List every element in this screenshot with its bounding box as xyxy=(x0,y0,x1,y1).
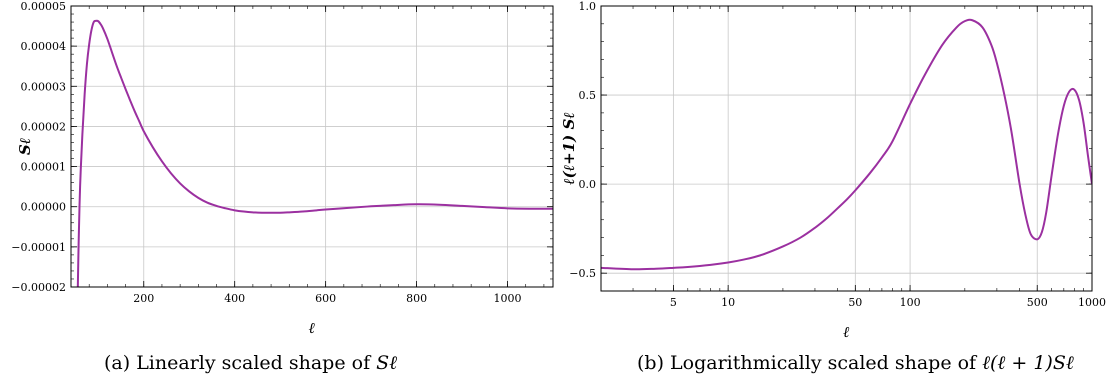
y-tick-label: 0.00001 xyxy=(21,161,67,174)
x-tick-label: 800 xyxy=(406,292,427,305)
y-axis-label: ℓ(ℓ+1) Sℓ xyxy=(560,112,578,184)
x-tick-label: 600 xyxy=(315,292,336,305)
x-tick-label: 1000 xyxy=(494,292,522,305)
chart-b: 5 10 50 100 500 1000 −0.5 0.0 0.5 1.0 ℓ ℓ(ℓ+1) Sℓ xyxy=(560,0,1106,341)
caption-b-math: ℓ(ℓ + 1)Sℓ xyxy=(982,352,1074,374)
y-tick-label: 0.00000 xyxy=(21,201,67,214)
x-tick-label: 100 xyxy=(900,296,921,309)
caption-b-text: (b) Logarithmically scaled shape of xyxy=(637,352,983,374)
x-axis-label: ℓ xyxy=(843,323,849,341)
x-tick-label: 10 xyxy=(721,296,735,309)
y-axis-label: Sℓ xyxy=(16,138,34,155)
y-tick-label: −0.00002 xyxy=(11,281,66,294)
x-tick-label: 200 xyxy=(133,292,154,305)
y-tick-label: 0.5 xyxy=(579,89,597,102)
y-tick-label: 0.0 xyxy=(579,178,597,191)
chart-a: 200 400 600 800 1000 −0.00002 −0.00001 0.00000 0… xyxy=(11,0,554,337)
data-line xyxy=(76,19,553,287)
y-tick-label: −0.5 xyxy=(569,267,596,280)
x-tick-label: 50 xyxy=(848,296,862,309)
caption-a: (a) Linearly scaled shape of Sℓ xyxy=(104,352,397,375)
caption-a-math: Sℓ xyxy=(376,352,398,374)
y-tick-label: 0.00004 xyxy=(21,40,67,53)
y-tick-label: 0.00003 xyxy=(21,80,67,93)
y-tick-label: 0.00002 xyxy=(21,120,67,133)
x-axis-label: ℓ xyxy=(309,319,315,337)
caption-a-text: (a) Linearly scaled shape of xyxy=(104,352,377,374)
x-tick-label: 1000 xyxy=(1078,296,1106,309)
plot-frame xyxy=(70,5,554,288)
y-tick-label: 0.00005 xyxy=(21,0,67,13)
x-tick-label: 5 xyxy=(670,296,677,309)
y-tick-label: 1.0 xyxy=(579,0,597,13)
x-tick-label: 400 xyxy=(224,292,245,305)
plot-frame xyxy=(600,5,1093,292)
data-line xyxy=(601,18,1092,271)
x-tick-label: 500 xyxy=(1027,296,1048,309)
y-tick-label: −0.00001 xyxy=(11,241,66,254)
caption-b: (b) Logarithmically scaled shape of ℓ(ℓ … xyxy=(637,352,1074,375)
